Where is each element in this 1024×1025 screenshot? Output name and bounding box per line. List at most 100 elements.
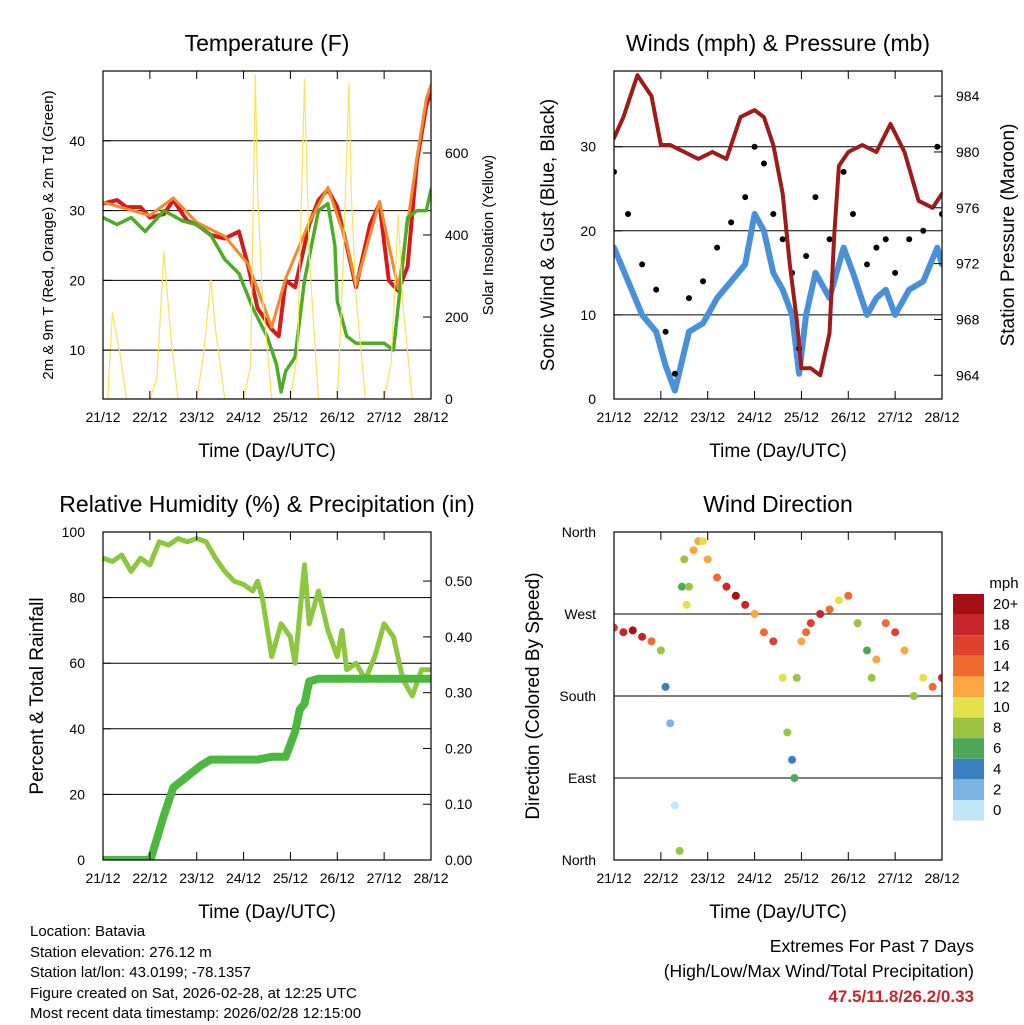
dir-direction-point — [802, 628, 811, 637]
wind-gust-point — [625, 210, 632, 217]
dir-direction-point — [806, 619, 815, 628]
wind-xtick-label: 21/12 — [596, 409, 631, 425]
dir-direction-point — [909, 692, 918, 700]
dir-direction-point — [619, 628, 628, 637]
temp-ytick-label: 40 — [69, 133, 85, 149]
dir-direction-point — [680, 555, 689, 564]
speed-legend-label: 20+ — [993, 596, 1019, 613]
temp-ytick-label: 10 — [69, 342, 85, 358]
rh-ytick-label: 100 — [62, 524, 86, 540]
dir-direction-point — [863, 646, 872, 655]
wind-xlabel: Time (Day/UTC) — [709, 441, 847, 462]
dir-direction-point — [769, 637, 778, 646]
dir-ytick-label: South — [559, 688, 596, 704]
temp-series-9m-t — [103, 83, 431, 329]
wind-frame — [613, 70, 943, 400]
wind-ytick-label: 30 — [580, 139, 596, 155]
dir-direction-point — [677, 582, 686, 591]
wind-gust-point — [639, 261, 646, 268]
dir-direction-point — [699, 537, 708, 546]
speed-legend-swatch — [953, 779, 984, 800]
wind-gust-point — [779, 236, 786, 243]
wind-xtick-label: 27/12 — [878, 409, 913, 425]
wind-series-sonic-wind — [614, 211, 942, 394]
temp-xlabel: Time (Day/UTC) — [198, 441, 336, 462]
wind-gust-point — [770, 210, 777, 217]
panel-temp: Temperature (F) 21/12 22/12 23/12 24/12 25/12… — [40, 30, 497, 462]
temp-xtick-label: 28/12 — [413, 409, 448, 425]
dir-xtick-label: 22/12 — [643, 870, 678, 886]
temp-xtick-label: 23/12 — [179, 409, 214, 425]
dir-direction-point — [656, 646, 665, 655]
wind-gust-point — [812, 194, 819, 201]
dir-direction-point — [666, 719, 675, 728]
rh-xtick-label: 26/12 — [320, 870, 355, 886]
rh-ytick-label: 40 — [69, 721, 85, 737]
wind-xtick-label: 28/12 — [924, 409, 959, 425]
dir-direction-point — [867, 673, 876, 682]
dir-direction-point — [778, 673, 787, 682]
speed-legend-label: 18 — [993, 617, 1010, 634]
rh-xtick-label: 22/12 — [132, 870, 167, 886]
rh-frame — [102, 531, 432, 861]
temp-xtick-label: 21/12 — [85, 409, 120, 425]
temp-title: Temperature (F) — [185, 30, 350, 56]
speed-legend-swatch — [953, 738, 984, 759]
rh-title: Relative Humidity (%) & Precipitation (i… — [59, 491, 474, 517]
extremes-values: 47.5/11.8/26.2/0.33 — [828, 987, 974, 1006]
panel-wind: Winds (mph) & Pressure (mb) 21/12 22/12 23/… — [538, 30, 1019, 462]
temp-ytick-right-label: 0 — [445, 391, 453, 407]
extremes-box: Extremes For Past 7 Days (High/Low/Max W… — [664, 934, 974, 1009]
wind-xtick-label: 25/12 — [784, 409, 819, 425]
dir-direction-point — [928, 682, 937, 691]
dir-direction-point — [731, 591, 740, 600]
temp-series-solar-insolation — [103, 74, 431, 399]
speed-legend-swatch — [953, 697, 984, 718]
rh-xtick-label: 23/12 — [179, 870, 214, 886]
rh-xtick-label: 25/12 — [273, 870, 308, 886]
dir-xtick-label: 26/12 — [831, 870, 866, 886]
temp-xtick-label: 24/12 — [226, 409, 261, 425]
wind-gust-point — [742, 194, 749, 201]
temp-ytick-right-label: 600 — [445, 145, 469, 161]
wind-ylabel: Sonic Wind & Gust (Blue, Black) — [538, 99, 559, 371]
temp-ylabel-right: Solar Insolation (Yellow) — [480, 155, 497, 315]
dir-title: Wind Direction — [703, 491, 853, 517]
rh-xlabel: Time (Day/UTC) — [198, 902, 336, 923]
temp-ylabel: 2m & 9m T (Red, Orange) & 2m Td (Green) — [40, 90, 57, 379]
station-info: Location: Batavia Station elevation: 276… — [30, 922, 361, 1025]
dir-direction-point — [788, 755, 797, 764]
dir-direction-point — [792, 673, 801, 682]
wind-gust-point — [714, 244, 721, 251]
temp-xtick-label: 25/12 — [273, 409, 308, 425]
speed-legend-label: 14 — [993, 658, 1010, 675]
dir-direction-point — [628, 626, 637, 635]
wind-gust-point — [840, 168, 847, 175]
dir-direction-point — [614, 623, 618, 632]
rh-ytick-label: 80 — [69, 590, 85, 606]
wind-xtick-label: 22/12 — [643, 409, 678, 425]
wind-gust-point — [803, 253, 810, 260]
dir-xtick-label: 25/12 — [784, 870, 819, 886]
speed-legend-label: 4 — [993, 761, 1001, 778]
dir-xtick-label: 27/12 — [878, 870, 913, 886]
rh-ytick-right-label: 0.30 — [445, 685, 472, 701]
wind-gust-point — [671, 370, 678, 377]
rh-ytick-label: 0 — [77, 852, 85, 868]
station-elevation: Station elevation: 276.12 m — [30, 943, 212, 961]
rh-xtick-label: 27/12 — [367, 870, 402, 886]
wind-xtick-label: 24/12 — [737, 409, 772, 425]
dir-data — [614, 537, 942, 855]
figure-created: Figure created on Sat, 2026-02-28, at 12… — [30, 984, 357, 1002]
rh-ytick-label: 20 — [69, 786, 85, 802]
dir-ylabel: Direction (Colored By Speed) — [523, 572, 544, 819]
dir-xtick-label: 28/12 — [924, 870, 959, 886]
dir-direction-point — [638, 632, 647, 641]
dir-frame — [613, 531, 943, 861]
speed-legend-label: 12 — [993, 678, 1010, 695]
dir-xlabel: Time (Day/UTC) — [709, 902, 847, 923]
wind-ytick-label: 20 — [580, 223, 596, 239]
dir-direction-point — [670, 801, 679, 810]
wind-gust-point — [939, 210, 942, 217]
dir-direction-point — [647, 637, 656, 646]
